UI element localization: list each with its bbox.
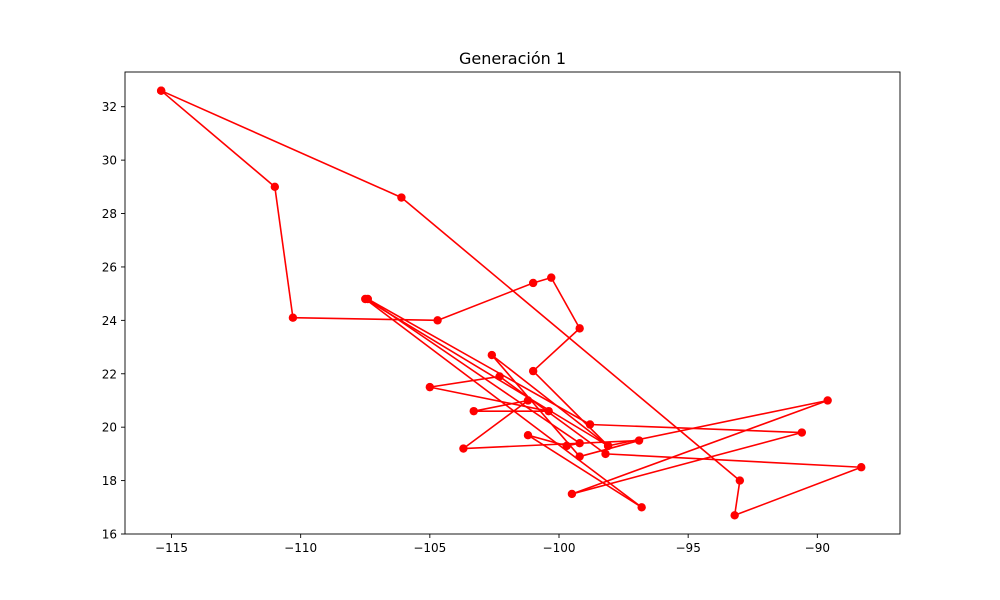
data-point [637,503,646,512]
series-line-segment [527,434,643,508]
data-point [823,396,832,405]
x-tick-label: −115 [155,541,188,555]
series-line-segment [491,354,581,458]
series-line-segment [364,298,609,447]
x-tick-label: −110 [284,541,317,555]
data-point [567,489,577,499]
series-line-segment [734,466,862,517]
series-line-segment [527,434,567,447]
x-tick-label: −105 [413,541,446,555]
series-line-segment [607,399,828,447]
series-line-segment [491,354,609,447]
x-tick-label: −90 [805,541,830,555]
data-point [857,463,866,472]
data-point [433,316,442,325]
series-line-segment [733,480,741,516]
y-tick-label: 22 [102,367,117,381]
data-point [523,430,533,440]
series-line-segment [463,439,640,450]
data-point [156,86,166,95]
data-point [469,406,478,416]
data-point [547,273,556,282]
series-line-segment [462,399,529,450]
series-line-segment [550,277,581,329]
series-line-segment [605,453,862,469]
data-point [575,452,584,461]
data-point [585,420,595,429]
data-point [270,182,280,192]
data-point [397,193,406,202]
data-point [601,449,610,459]
data-point [528,278,538,288]
axes-frame [124,71,901,535]
series-line-segment [400,196,741,482]
plot-area [156,86,866,520]
series-line-segment [437,282,534,322]
x-tick-label: −95 [676,541,701,555]
series-line-segment [364,298,643,508]
data-point [523,396,533,405]
series-line-segment [429,375,500,388]
series-line-segment [532,327,581,372]
data-point [361,294,370,304]
data-point [528,366,538,376]
y-tick-label: 24 [102,314,117,328]
series-line-segment [367,298,591,426]
series-line-segment [571,399,828,495]
series-line-segment [292,316,438,322]
axes: −115 −110 −105 −100 −95 −90 16 18 20 22 24 26 28 30 32 [102,71,901,555]
data-point [735,476,745,485]
series-line-segment [160,89,402,199]
series-line-segment [429,386,549,412]
series-line-segment [532,370,609,447]
y-tick-label: 32 [102,100,117,114]
data-point [575,324,584,333]
y-tick-label: 28 [102,207,117,221]
data-point [544,406,553,416]
y-tick-label: 18 [102,474,117,488]
data-point [797,428,807,437]
data-point [487,350,497,360]
data-point [562,441,571,451]
y-tick-label: 16 [102,528,117,542]
series-line-segment [367,298,581,444]
chart-title: Generación 1 [459,49,566,68]
data-point [730,511,739,520]
data-point [495,372,504,381]
data-point [459,444,468,453]
series-line-segment [589,423,802,434]
data-point [603,441,613,451]
data-point [288,313,298,322]
data-point [634,436,644,445]
series-line-segment [160,90,276,188]
y-tick-label: 30 [102,154,117,168]
data-point [425,382,435,392]
data-point [575,439,584,448]
series-line-segment [499,375,606,455]
x-tick-label: −100 [543,541,576,555]
y-tick-label: 26 [102,260,117,274]
series-line-segment [274,186,294,318]
y-tick-label: 20 [102,421,117,435]
